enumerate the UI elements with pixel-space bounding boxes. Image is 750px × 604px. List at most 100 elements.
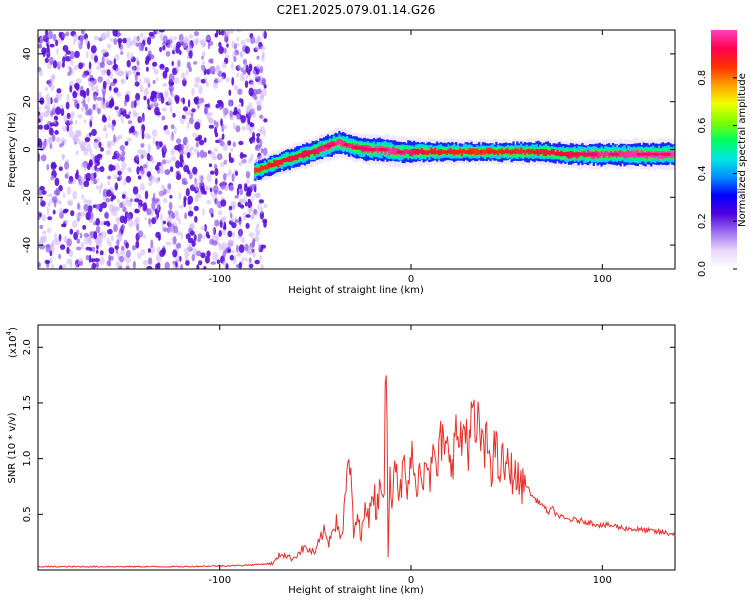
spectrogram-noise-speck: [81, 194, 85, 200]
spectrogram-noise-speck: [187, 200, 191, 205]
spectrogram-noise-speck: [244, 80, 249, 88]
spectrogram-noise-speck: [83, 198, 88, 204]
spectrogram-noise-speck: [208, 207, 214, 215]
spectrogram-hotspot: [359, 147, 370, 151]
spectrogram-noise-speck: [70, 210, 75, 217]
spectrogram-band-cell: [428, 150, 431, 154]
spectrogram-noise-speck: [125, 114, 131, 119]
spectrogram-noise-speck: [167, 96, 171, 105]
spectrogram-noise-speck: [62, 209, 68, 214]
spectrogram-hotspot: [640, 152, 647, 156]
spectrogram-noise-speck: [95, 249, 99, 254]
spectrogram-noise-speck: [117, 170, 122, 176]
spectrogram-noise-speck: [146, 265, 153, 269]
spectrogram-band-cell: [420, 148, 423, 155]
spectrogram-noise-speck: [238, 221, 242, 227]
spectrogram-noise-speck: [102, 116, 107, 123]
spectrogram-band-cell: [441, 149, 444, 155]
spectrogram-noise-speck: [96, 136, 101, 142]
x-tick-label: 0: [408, 274, 414, 285]
x-tick-label: -100: [208, 274, 231, 285]
spectrogram-noise-speck: [257, 76, 261, 82]
spectrogram-noise-speck: [136, 166, 140, 175]
spectrogram-band-cell: [550, 149, 553, 155]
spectrogram-noise-speck: [39, 112, 46, 118]
spectrogram-hotspot: [323, 144, 332, 148]
chart-title: C2E1.2025.079.01.14.G26: [277, 3, 436, 17]
spectrogram-noise-speck: [247, 200, 253, 208]
spectrogram-noise-speck: [79, 89, 86, 97]
spectrogram-noise-speck: [42, 230, 47, 235]
spectrogram-hotspot: [381, 148, 386, 152]
spectrogram-noise-speck: [241, 126, 246, 131]
spectrogram-noise-speck: [188, 66, 193, 73]
spectrogram-noise-speck: [186, 243, 193, 251]
spectrogram-noise-speck: [240, 159, 247, 164]
spectrogram-noise-speck: [210, 261, 217, 265]
spectrogram-noise-speck: [205, 231, 210, 238]
spectrogram-noise-speck: [263, 221, 267, 228]
spectrogram-noise-speck: [237, 183, 243, 190]
spectrogram-noise-speck: [77, 114, 83, 119]
spectrogram-y-ticks: -40 -20 0 20 40: [22, 48, 675, 253]
spectrogram-band-cell: [516, 148, 519, 154]
spectrogram-noise-speck: [106, 142, 111, 149]
spectrogram-noise-speck: [193, 183, 198, 188]
spectrogram-hotspot: [559, 152, 568, 156]
spectrogram-noise-speck: [198, 98, 203, 106]
spectrogram-band-cell: [416, 148, 420, 155]
spectrogram-noise-speck: [46, 163, 50, 171]
spectrogram-noise-speck: [107, 175, 112, 180]
spectrogram-noise-speck: [108, 115, 111, 121]
spectrogram-noise-speck: [155, 208, 158, 215]
spectrogram-noise-speck: [58, 253, 61, 260]
spectrogram-noise-speck: [123, 178, 127, 186]
spectrogram-noise-speck: [74, 263, 78, 269]
spectrogram-noise-speck: [143, 95, 147, 101]
spectrogram-noise-speck: [113, 224, 118, 233]
spectrogram-noise-speck: [234, 195, 239, 199]
spectrogram-noise-speck: [209, 238, 214, 245]
spectrogram-noise-speck: [153, 97, 158, 106]
spectrogram-noise-speck: [68, 129, 74, 138]
spectrogram-hotspot: [582, 152, 588, 156]
spectrogram-noise-speck: [77, 202, 80, 210]
spectrogram-noise-speck: [82, 98, 86, 108]
spectrogram-band-cell: [311, 149, 314, 154]
spectrogram-band-cell: [619, 150, 622, 158]
spectrogram-noise-speck: [132, 36, 138, 45]
spectrogram-band-cell: [514, 148, 517, 155]
spectrogram-noise-speck: [120, 224, 126, 231]
spectrogram-noise-speck: [232, 204, 235, 209]
spectrogram-band-cell: [558, 151, 561, 156]
spectrogram-noise-speck: [54, 177, 60, 187]
spectrogram-noise-speck: [80, 163, 84, 168]
spectrogram-noise-speck: [195, 141, 199, 148]
spectrogram-noise-speck: [68, 248, 73, 258]
spectrogram-noise-speck: [193, 205, 199, 212]
spectrogram-noise-speck: [150, 54, 155, 60]
spectrogram-noise-speck: [241, 154, 247, 158]
spectrogram-noise-speck: [245, 257, 248, 262]
spectrogram-band-cell: [391, 146, 395, 155]
spectrogram-noise-speck: [118, 39, 121, 48]
spectrogram-noise-speck: [175, 45, 180, 54]
spectrogram-noise-speck: [40, 154, 47, 162]
spectrogram-noise-speck: [240, 40, 246, 46]
spectrogram-noise-speck: [221, 61, 227, 69]
spectrogram-noise-speck: [76, 212, 82, 221]
spectrogram-noise-speck: [244, 46, 250, 54]
spectrogram-band-cell: [554, 152, 557, 156]
spectrogram-noise-speck: [38, 118, 41, 123]
spectrogram-noise-speck: [193, 61, 198, 65]
spectrogram-noise-speck: [248, 87, 254, 97]
spectrogram-band-cell: [671, 150, 674, 159]
spectrogram-band-cell: [403, 149, 406, 156]
spectrogram-noise-speck: [168, 73, 175, 82]
spectrogram-noise-speck: [164, 90, 169, 98]
spectrogram-noise-speck: [45, 102, 51, 110]
spectrogram-noise-speck: [247, 102, 253, 111]
spectrogram-noise-speck: [140, 248, 146, 256]
spectrogram-noise-speck: [89, 80, 95, 87]
spectrogram-noise-speck: [63, 219, 69, 224]
